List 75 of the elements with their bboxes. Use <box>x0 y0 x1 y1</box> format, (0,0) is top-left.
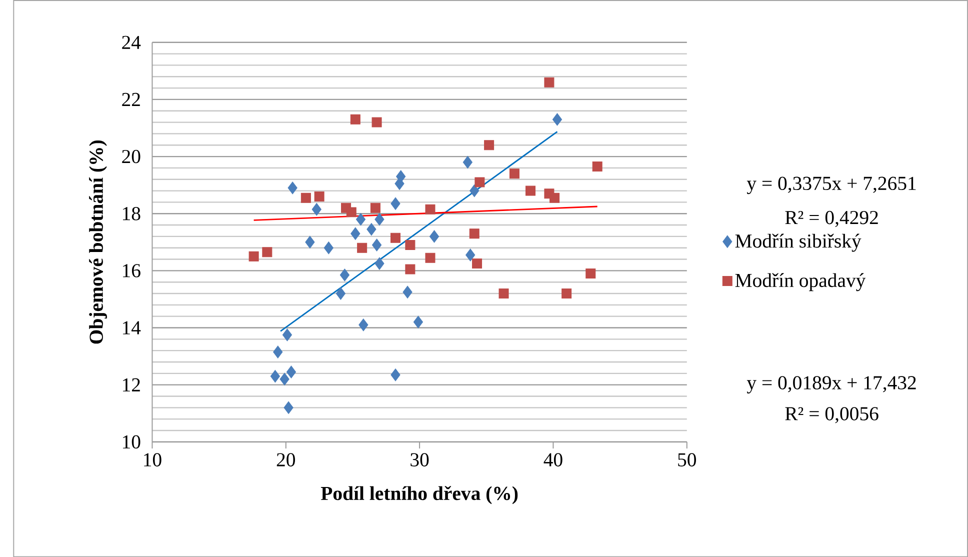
point <box>248 251 259 262</box>
point <box>405 264 416 274</box>
x-tick-label: 50 <box>678 453 696 466</box>
point <box>390 197 400 210</box>
point <box>374 212 384 226</box>
point <box>280 372 290 386</box>
point <box>390 368 400 382</box>
point <box>413 316 424 328</box>
point <box>366 222 376 236</box>
point <box>273 346 283 358</box>
point <box>562 288 572 298</box>
y-tick-label: 20 <box>122 150 140 164</box>
point <box>552 112 562 126</box>
y-tick-label: 12 <box>122 378 140 392</box>
text: y = 0,0189x + 17,432 <box>746 376 916 394</box>
text: R² = 0,4292 <box>785 210 878 227</box>
point <box>282 328 292 342</box>
point <box>340 268 350 282</box>
legend-label: Modřín sibiřský <box>735 234 862 252</box>
point <box>372 238 382 252</box>
y-tick-label: 16 <box>122 264 140 278</box>
point <box>300 192 311 203</box>
point <box>525 186 536 196</box>
point <box>474 177 485 188</box>
point <box>586 268 596 278</box>
point <box>357 242 368 253</box>
point <box>350 114 360 124</box>
point <box>469 228 480 238</box>
point <box>466 248 476 262</box>
point <box>429 230 440 243</box>
x-tick-label: 20 <box>276 453 295 466</box>
y-tick-label: 22 <box>122 92 140 106</box>
y-tick-label: 10 <box>122 435 140 448</box>
point <box>288 181 298 194</box>
x-tick-label: 30 <box>410 453 429 466</box>
point <box>472 258 482 268</box>
y-tick-label: 24 <box>122 36 141 49</box>
point <box>370 202 380 213</box>
point <box>484 140 494 150</box>
point <box>544 77 554 88</box>
point <box>462 156 472 168</box>
point <box>470 184 480 197</box>
text: y = 0,3375x + 7,2651 <box>746 176 916 194</box>
point <box>550 192 560 203</box>
point <box>350 227 360 240</box>
point <box>262 247 272 257</box>
point <box>286 366 296 378</box>
point <box>374 257 384 270</box>
text: R² = 0,0056 <box>785 406 878 424</box>
y-tick-label: 18 <box>122 206 140 220</box>
point <box>509 168 520 179</box>
point <box>425 204 436 214</box>
x-axis-title: Podíl letního dřeva (%) <box>320 486 518 504</box>
x-tick-label: 40 <box>544 453 562 466</box>
point <box>336 287 346 300</box>
point <box>390 232 400 243</box>
point <box>358 318 368 332</box>
y-axis-title: Objemové bobtnání (%) <box>89 140 107 344</box>
point <box>372 117 382 128</box>
legend-label: Modřín opadavý <box>735 273 866 292</box>
point <box>402 286 412 298</box>
point <box>324 241 334 254</box>
x-tick-label: 10 <box>144 453 162 466</box>
point <box>270 370 280 382</box>
point <box>425 252 436 263</box>
point <box>592 161 602 172</box>
point <box>284 401 294 414</box>
y-tick-label: 14 <box>122 321 141 334</box>
point <box>356 212 366 226</box>
point <box>405 240 416 250</box>
point <box>498 288 509 298</box>
point <box>314 191 324 202</box>
point <box>312 202 322 216</box>
point <box>346 207 356 218</box>
point <box>305 236 315 248</box>
